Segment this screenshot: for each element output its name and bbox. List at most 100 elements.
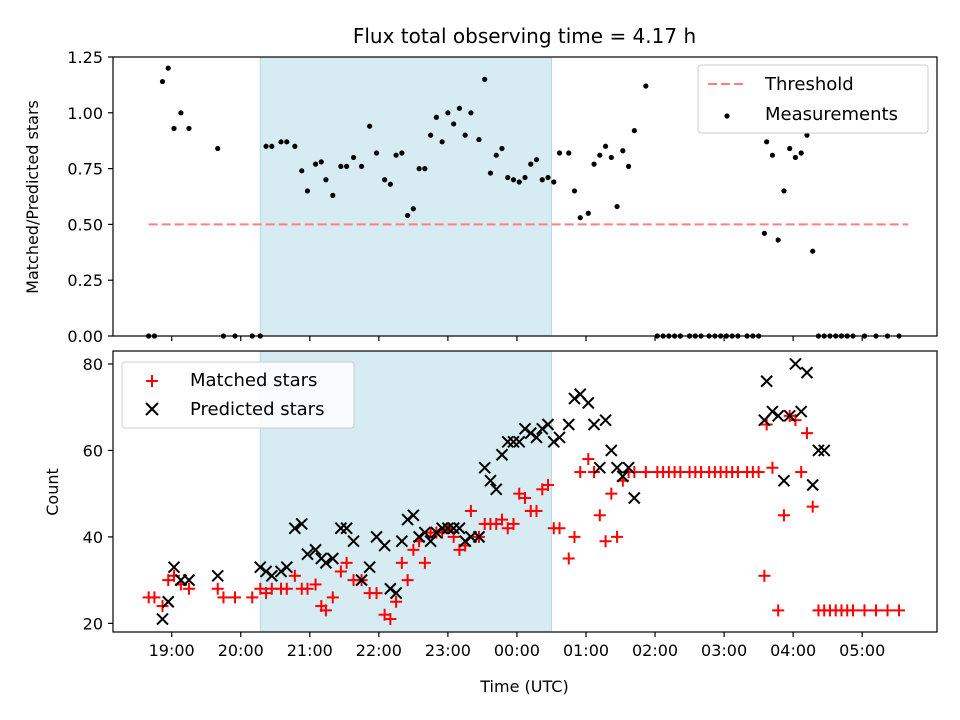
matched-point (881, 604, 894, 617)
predicted-point (599, 413, 612, 427)
predicted-point (541, 418, 555, 431)
measurement-point (631, 128, 637, 134)
matched-point (574, 466, 587, 479)
matched-point (611, 530, 624, 543)
measurement-point (312, 161, 319, 167)
top-shaded-interval (259, 56, 552, 337)
measurement-point (487, 170, 494, 176)
matched-point (582, 453, 595, 466)
matched-point (401, 574, 414, 587)
measurement-point (810, 248, 816, 254)
legend-threshold-label: Threshold (764, 74, 854, 95)
measurement-point (399, 150, 405, 156)
matched-point (334, 565, 347, 578)
top-panel: 0.00 0.25 0.50 0.75 1.00 1.25 Matched/Predict… (23, 48, 938, 346)
measurement-point (468, 110, 474, 116)
top-legend: Threshold Measurements (697, 64, 929, 134)
measurement-point (159, 78, 166, 85)
bottom-y-tick-label: 60 (83, 441, 103, 460)
bottom-x-axis: 19:00 20:00 21:00 22:00 23:00 00:00 01:00 02:00… (149, 632, 885, 660)
top-y-tick-label: 0.00 (67, 327, 103, 346)
predicted-point (507, 435, 520, 448)
predicted-point (347, 535, 360, 548)
measurement-point (804, 132, 810, 138)
matched-point (288, 569, 301, 582)
matched-point (562, 552, 575, 565)
predicted-point (587, 418, 601, 431)
matched-point (326, 591, 339, 604)
x-tick-label: 22:00 (356, 641, 402, 660)
measurement-point (284, 139, 290, 145)
measurement-point (482, 76, 488, 82)
matched-point (605, 487, 618, 500)
predicted-point (513, 435, 526, 448)
measurement-point (299, 168, 305, 174)
x-tick-label: 05:00 (839, 641, 885, 660)
matched-point (246, 591, 259, 604)
bottom-panel: 20 40 60 80 19:00 20:00 21:00 22:00 23:00 00:00 0… (43, 350, 938, 696)
predicted-point (424, 535, 437, 548)
legend-measurements-label: Measurements (765, 104, 898, 125)
measurement-point (585, 210, 591, 216)
measurement-point (505, 174, 511, 181)
predicted-point (401, 513, 414, 526)
predicted-point (610, 461, 624, 474)
legend-matched-marker (146, 375, 158, 387)
measurement-point (476, 136, 482, 143)
matched-point (639, 466, 652, 479)
predicted-point (783, 409, 796, 423)
measurement-point (387, 181, 393, 187)
matched-point (507, 517, 520, 530)
measurement-point (428, 132, 434, 138)
measurement-point (350, 154, 357, 161)
predicted-point (326, 552, 340, 565)
x-tick-label: 02:00 (632, 641, 678, 660)
predicted-point (547, 435, 560, 448)
measurement-point (422, 166, 428, 172)
matched-point (800, 427, 813, 440)
matched-point (280, 582, 293, 595)
measurement-point (775, 237, 781, 243)
measurement-point (591, 161, 597, 167)
matched-point (846, 604, 859, 617)
measurement-point (761, 230, 767, 236)
matched-point (858, 604, 871, 617)
predicted-point (334, 522, 348, 535)
figure-title: Flux total observing time = 4.17 h (353, 24, 696, 48)
top-y-tick-label: 0.50 (67, 215, 103, 234)
measurement-point (358, 163, 365, 169)
top-measurements (146, 65, 902, 339)
predicted-point (582, 396, 595, 410)
measurement-point (602, 143, 609, 149)
matched-point (309, 578, 322, 591)
measurement-point (344, 163, 350, 169)
matched-point (390, 595, 403, 608)
predicted-point (490, 483, 503, 496)
measurement-point (278, 139, 284, 145)
predicted-point (363, 560, 376, 574)
top-y-axis-label: Matched/Predicted stars (23, 100, 42, 294)
predicted-point (418, 526, 432, 539)
matched-point (319, 604, 332, 617)
measurement-point (608, 154, 614, 161)
measurement-point (462, 132, 468, 138)
predicted-point (760, 375, 773, 388)
matched-point (530, 504, 543, 517)
predicted-point (430, 526, 443, 539)
measurement-point (499, 145, 505, 152)
matched-point (760, 418, 773, 431)
predicted-point (395, 535, 409, 548)
predicted-point (435, 522, 449, 535)
matched-point (301, 582, 314, 595)
measurement-point (405, 212, 411, 219)
matched-point (628, 466, 641, 479)
measurement-point (381, 177, 388, 183)
predicted-point (441, 522, 455, 535)
measurement-point (556, 150, 563, 156)
matched-point (217, 591, 230, 604)
matched-point (395, 556, 408, 569)
bottom-matched-points (142, 409, 906, 626)
predicted-point (274, 565, 288, 578)
top-y-tick-label: 0.25 (67, 271, 103, 290)
measurement-point (304, 188, 311, 194)
